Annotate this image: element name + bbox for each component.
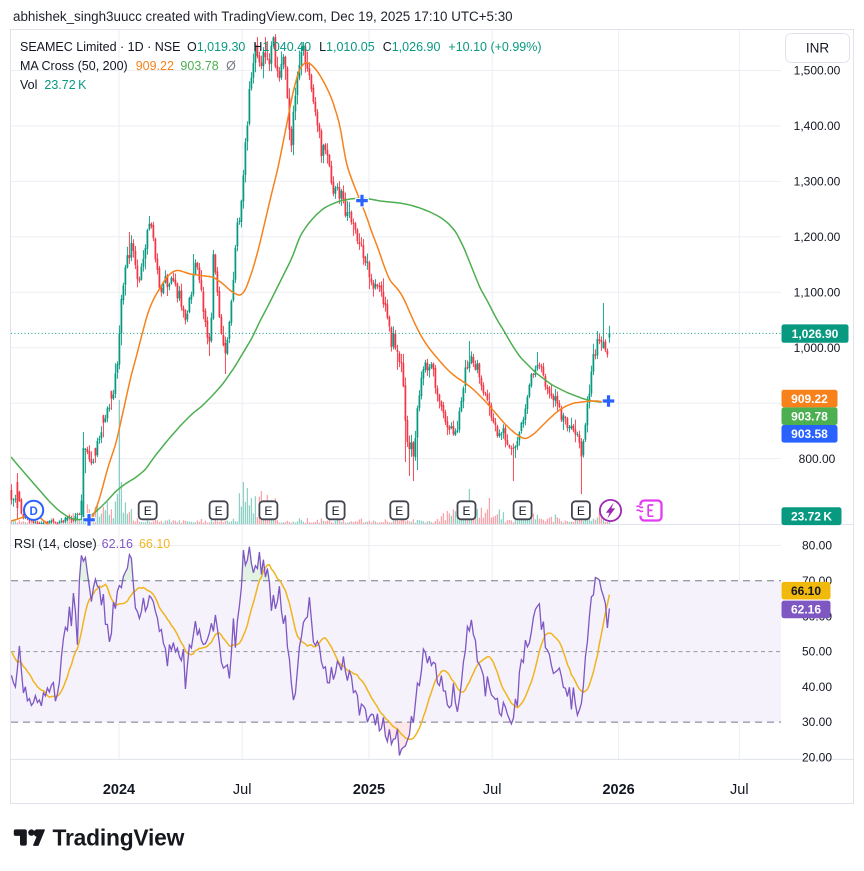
svg-text:1,100.00: 1,100.00 [794,286,841,300]
svg-text:Jul: Jul [730,782,749,798]
svg-text:1,400.00: 1,400.00 [794,119,841,133]
svg-text:1,200.00: 1,200.00 [794,230,841,244]
svg-text:909.22: 909.22 [791,392,828,406]
svg-text:E: E [264,504,272,518]
svg-text:50.00: 50.00 [802,645,832,659]
svg-text:903.58: 903.58 [791,427,828,441]
svg-text:40.00: 40.00 [802,680,832,694]
svg-text:2025: 2025 [353,782,385,798]
svg-text:23.72 K: 23.72 K [791,509,832,523]
svg-text:66.10: 66.10 [791,584,821,598]
svg-text:abhishek_singh3uucc created wi: abhishek_singh3uucc created with Trading… [13,9,513,24]
svg-text:1,000.00: 1,000.00 [794,341,841,355]
svg-text:62.16: 62.16 [791,603,821,617]
svg-text:1,300.00: 1,300.00 [794,175,841,189]
svg-text:E: E [332,504,340,518]
svg-text:INR: INR [806,41,830,56]
svg-text:30.00: 30.00 [802,715,832,729]
svg-text:E: E [395,504,403,518]
svg-text:903.78: 903.78 [791,409,828,423]
svg-text:2024: 2024 [103,782,135,798]
svg-text:800.00: 800.00 [799,452,836,466]
svg-text:E: E [577,504,585,518]
svg-text:20.00: 20.00 [802,751,832,765]
svg-text:TradingView: TradingView [53,825,185,851]
svg-text:80.00: 80.00 [802,539,832,553]
svg-text:Jul: Jul [233,782,252,798]
svg-text:2026: 2026 [602,782,634,798]
svg-text:Jul: Jul [483,782,502,798]
svg-text:E: E [144,504,152,518]
svg-text:1,026.90: 1,026.90 [792,327,839,341]
svg-text:1,500.00: 1,500.00 [794,64,841,78]
svg-text:E: E [215,504,223,518]
svg-text:E: E [519,504,527,518]
svg-text:E: E [462,504,470,518]
svg-text:D: D [29,506,37,518]
